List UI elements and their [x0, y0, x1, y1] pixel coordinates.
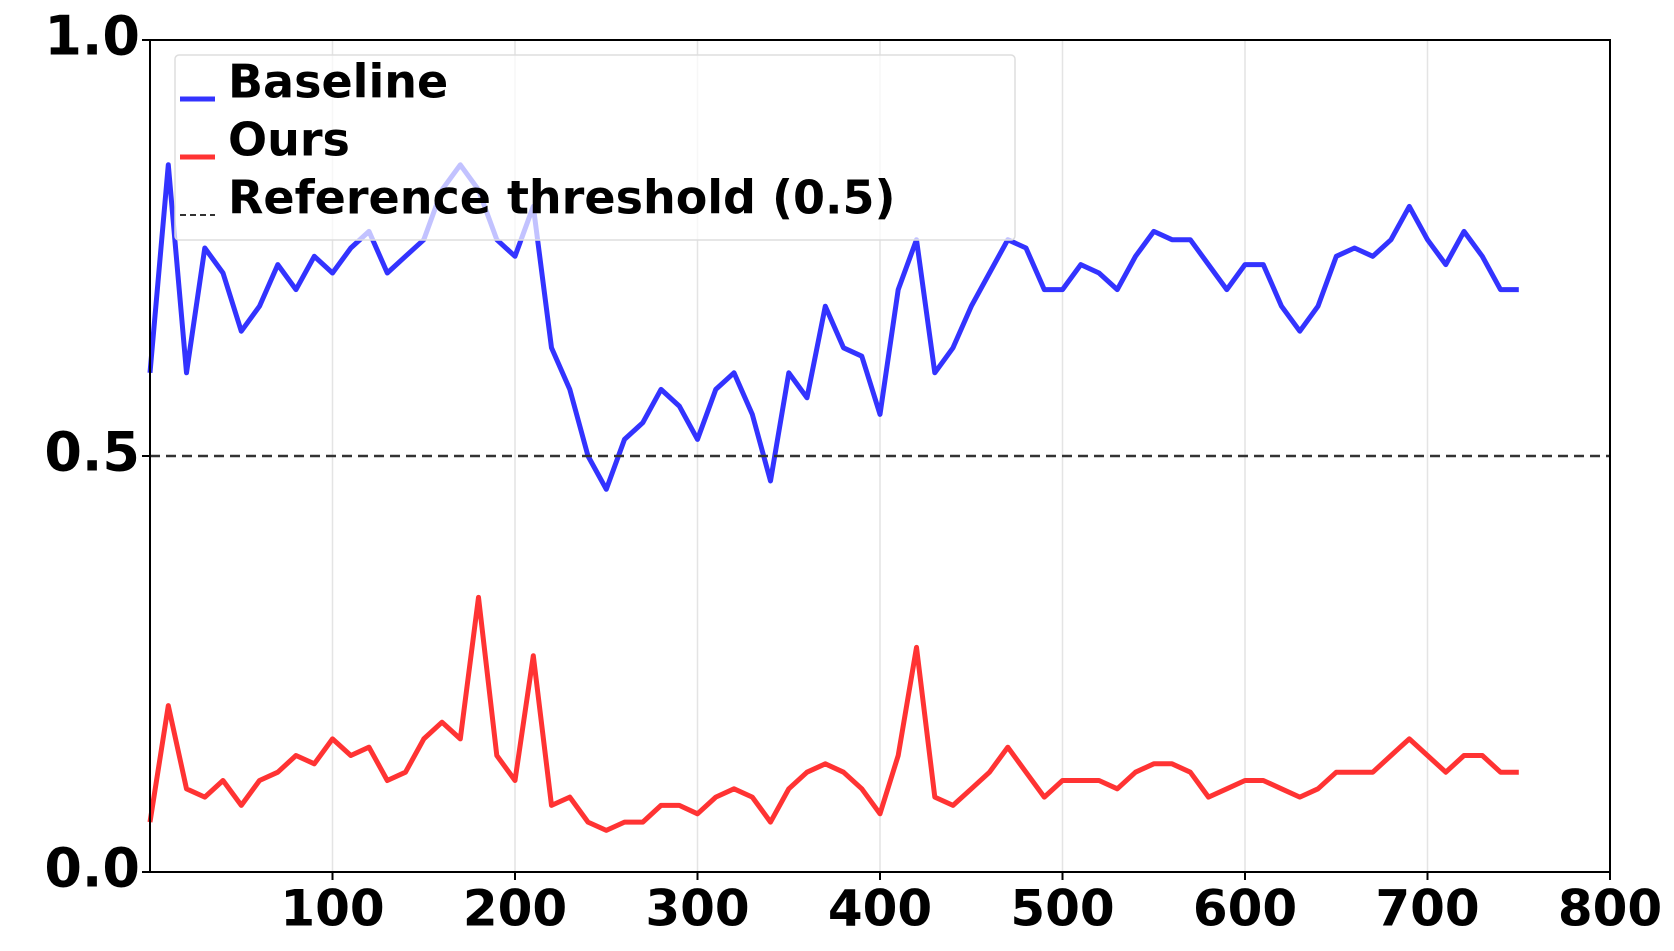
x-tick-label: 200 [463, 880, 567, 938]
x-tick-label: 100 [280, 880, 384, 938]
y-tick-label: 0.5 [44, 421, 140, 484]
y-tick-label: 0.0 [44, 837, 140, 900]
plot-frame [149, 39, 1611, 873]
legend-box [174, 54, 1016, 241]
series-line [147, 162, 1519, 492]
x-tick-label: 800 [1558, 880, 1662, 938]
x-tick-label: 400 [828, 880, 932, 938]
x-tick-label: 300 [645, 880, 749, 938]
legend-label: Baseline [228, 55, 448, 109]
legend-label: Ours [228, 113, 350, 167]
x-tick-label: 700 [1375, 880, 1479, 938]
y-tick-label: 1.0 [44, 5, 140, 68]
x-tick-label: 600 [1193, 880, 1297, 938]
series-line [147, 594, 1519, 833]
legend-label: Reference threshold (0.5) [228, 171, 896, 225]
x-tick-label: 500 [1010, 880, 1114, 938]
